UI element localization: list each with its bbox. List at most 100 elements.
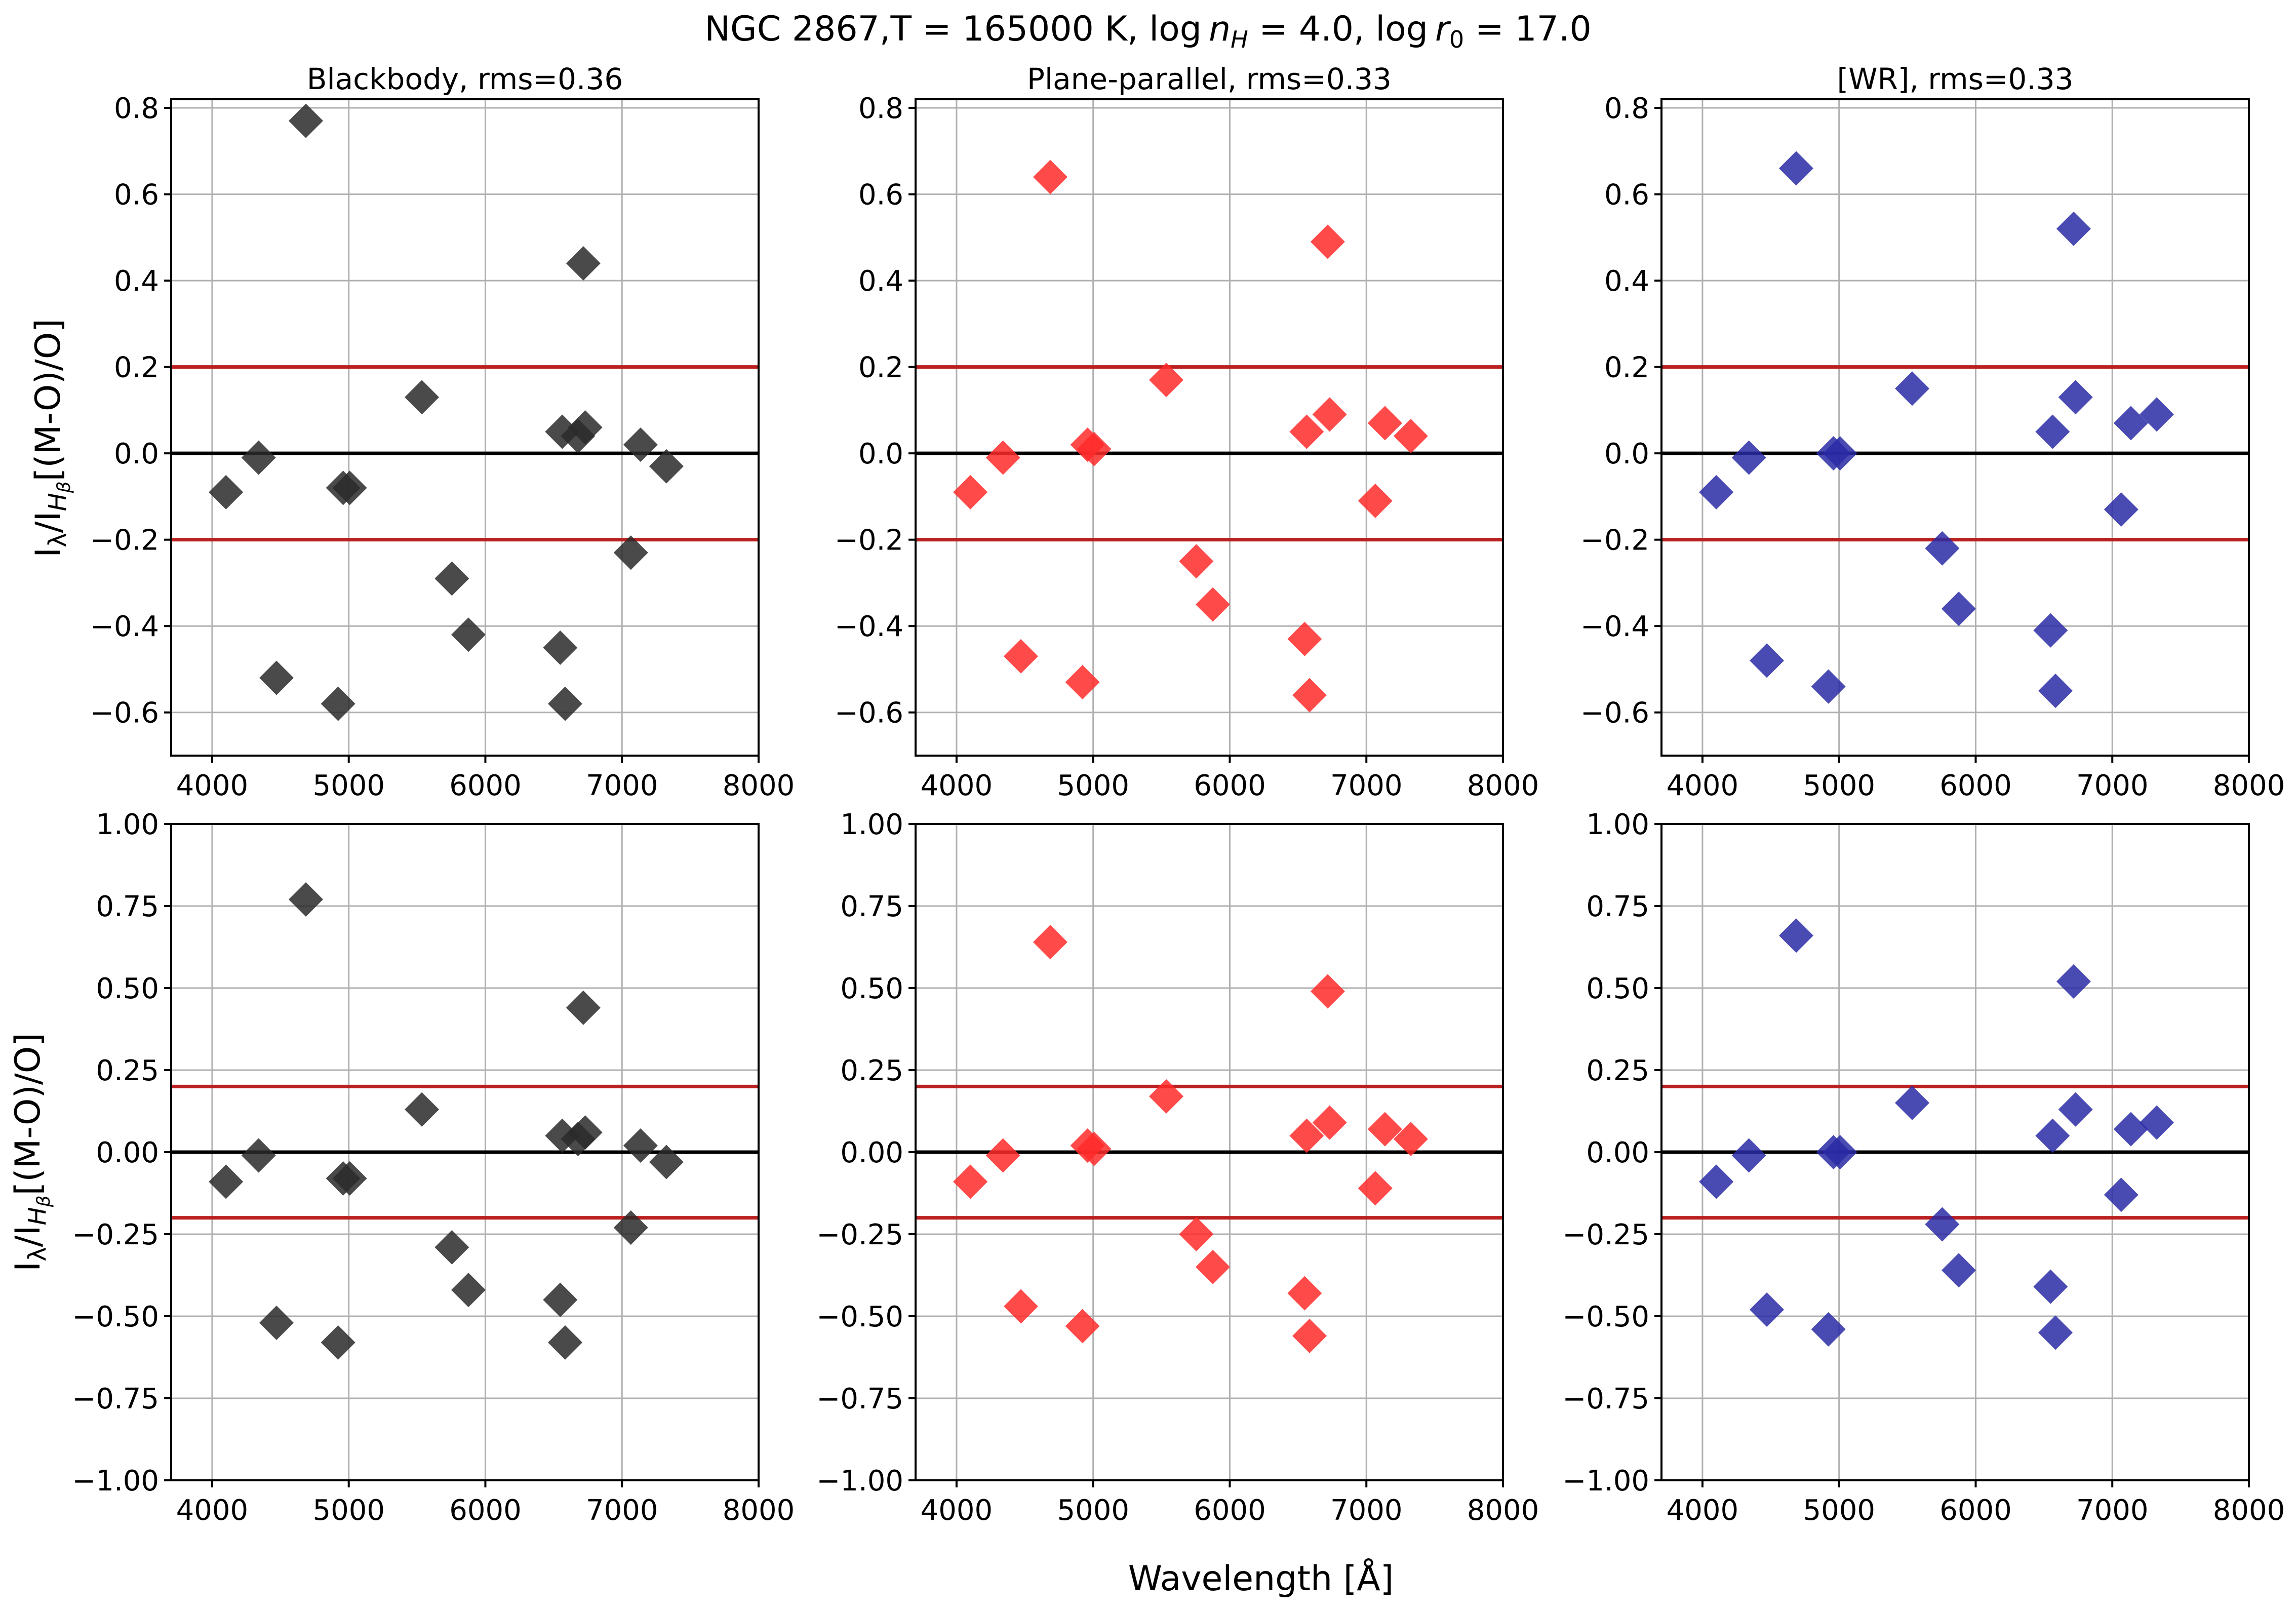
x-tick-label: 6000 — [1939, 1494, 2012, 1527]
data-point — [1731, 1138, 1766, 1173]
panel-2: 4000 5000 6000 7000 8000 −0.6 −0.4 −0.2 0.0 0.2 0.… — [835, 62, 1539, 802]
data-point — [241, 440, 276, 475]
x-tick-label: 7000 — [1330, 1494, 1403, 1527]
data-point — [2104, 492, 2139, 527]
data-point — [1942, 592, 1976, 626]
data-point — [623, 1128, 658, 1163]
x-tick-label: 8000 — [723, 1494, 795, 1527]
data-point — [1077, 431, 1112, 466]
data-point — [2035, 1118, 2070, 1153]
y-tick-label: 0.2 — [858, 351, 903, 384]
y-tick-label: 0.50 — [840, 972, 903, 1005]
y-tick-label: 0.2 — [114, 351, 159, 384]
x-tick-label: 5000 — [1803, 1494, 1875, 1527]
data-point — [2058, 380, 2093, 415]
data-point — [1196, 1249, 1231, 1284]
data-point — [543, 630, 578, 665]
panel-5: 4000 5000 6000 7000 8000 −1.00 −0.75 −0.50 −0.25… — [816, 808, 1539, 1527]
y-tick-label: 0.25 — [1586, 1054, 1649, 1087]
data-point — [1811, 669, 1846, 704]
data-point — [451, 1273, 486, 1308]
data-point — [1310, 224, 1345, 259]
data-point — [2033, 1269, 2068, 1304]
y-tick-label: 0.25 — [96, 1054, 159, 1087]
y-tick-label: −0.50 — [72, 1301, 159, 1333]
data-point — [548, 1325, 583, 1360]
data-point — [1065, 1309, 1100, 1344]
data-point — [1287, 621, 1322, 656]
data-point — [434, 561, 469, 596]
data-point — [1358, 483, 1393, 518]
y-tick-label: 0.6 — [114, 179, 159, 212]
x-tick-label: 6000 — [1194, 769, 1266, 802]
data-point — [1077, 1131, 1112, 1166]
panel-title: [WR], rms=0.33 — [1837, 62, 2073, 96]
x-tick-label: 7000 — [1330, 769, 1403, 802]
data-point — [1003, 639, 1038, 674]
y-tick-label: 0.50 — [1586, 972, 1649, 1005]
data-point — [623, 427, 658, 462]
x-tick-label: 5000 — [312, 769, 385, 802]
data-point — [2139, 1105, 2174, 1140]
x-axis-label: Wavelength [Å] — [1128, 1558, 1394, 1599]
panel-1: 4000 5000 6000 7000 8000 −0.6 −0.4 −0.2 0.0 0.2 0.… — [90, 62, 795, 802]
x-tick-label: 5000 — [1803, 769, 1875, 802]
data-point — [1925, 1207, 1960, 1242]
data-point — [321, 686, 355, 721]
y-tick-label: −1.00 — [816, 1465, 903, 1498]
y-tick-label: 0.75 — [840, 890, 903, 923]
data-point — [1925, 531, 1960, 566]
data-point — [985, 1138, 1020, 1173]
y-tick-label: −0.25 — [72, 1218, 159, 1251]
data-point — [568, 410, 603, 445]
data-point — [1749, 1292, 1784, 1327]
data-point — [1149, 363, 1184, 398]
data-point — [405, 380, 440, 415]
data-point — [1731, 440, 1766, 475]
data-point — [1895, 1085, 1930, 1120]
y-tick-label: 0.50 — [96, 972, 159, 1005]
x-tick-label: 4000 — [176, 1494, 249, 1527]
y-axis-label-top: Iλ/IHβ[(M-O)/O] — [28, 319, 74, 558]
x-tick-label: 5000 — [312, 1494, 385, 1527]
panel-title: Plane-parallel, rms=0.33 — [1027, 62, 1392, 96]
y-tick-label: −1.00 — [1562, 1465, 1649, 1498]
y-tick-label: 0.4 — [858, 265, 903, 298]
data-point — [1312, 397, 1347, 432]
data-point — [2056, 964, 2091, 999]
data-point — [1179, 544, 1214, 579]
y-tick-label: 0.6 — [1604, 179, 1649, 212]
data-point — [1699, 1164, 1734, 1199]
data-point — [543, 1282, 578, 1317]
data-point — [953, 1164, 988, 1199]
y-tick-label: 0.00 — [96, 1136, 159, 1169]
x-tick-label: 6000 — [449, 769, 522, 802]
data-point — [1699, 475, 1734, 509]
x-tick-label: 6000 — [1939, 769, 2012, 802]
data-point — [2033, 613, 2068, 648]
data-point — [451, 617, 486, 652]
data-point — [288, 103, 323, 138]
data-point — [548, 686, 583, 721]
y-tick-label: 1.00 — [1586, 808, 1649, 841]
y-tick-label: 0.2 — [1604, 351, 1649, 384]
data-point — [1367, 1112, 1402, 1147]
data-point — [332, 1161, 367, 1196]
y-tick-label: 1.00 — [840, 808, 903, 841]
x-tick-label: 4000 — [921, 769, 993, 802]
data-point — [1367, 406, 1402, 441]
y-axis-label-bottom: Iλ/IHβ[(M-O)/O] — [8, 1033, 54, 1272]
data-point — [649, 449, 684, 484]
x-tick-label: 5000 — [1057, 769, 1129, 802]
panel-6: 4000 5000 6000 7000 8000 −1.00 −0.75 −0.50 −0.25… — [1562, 808, 2285, 1527]
data-point — [2035, 414, 2070, 449]
panel-3: 4000 5000 6000 7000 8000 −0.6 −0.4 −0.2 0.0 0.2 0.… — [1580, 62, 2285, 802]
y-tick-label: 0.00 — [1586, 1136, 1649, 1169]
data-point — [2113, 406, 2148, 441]
y-tick-label: 0.75 — [96, 890, 159, 923]
y-tick-label: −0.6 — [1580, 697, 1649, 730]
y-tick-label: −0.2 — [835, 524, 903, 557]
data-point — [332, 470, 367, 505]
y-tick-label: 0.8 — [858, 92, 903, 125]
y-tick-label: −0.50 — [816, 1301, 903, 1333]
